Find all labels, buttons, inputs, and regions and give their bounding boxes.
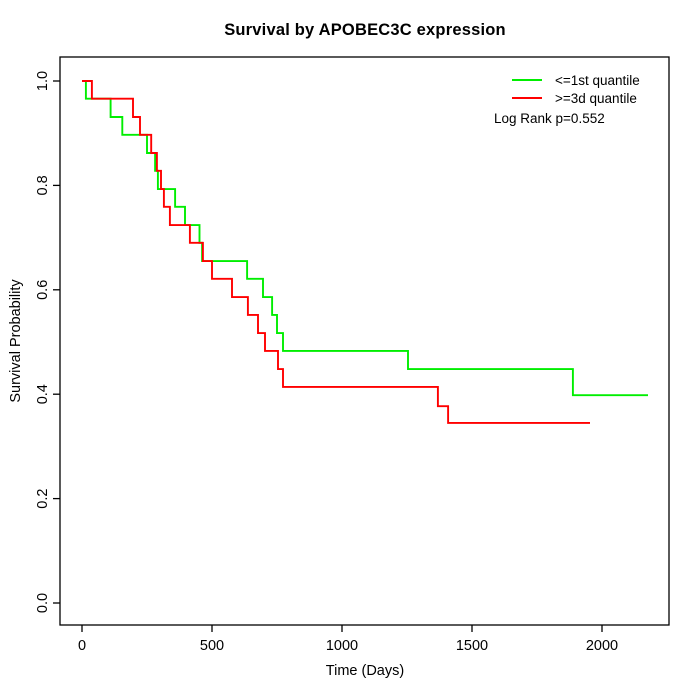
legend-item-third-quantile: >=3d quantile xyxy=(512,89,640,107)
x-tick-label: 0 xyxy=(78,638,86,654)
survival-curve-low-expression xyxy=(82,80,648,397)
x-tick-label: 500 xyxy=(200,638,224,654)
green-line-swatch-icon xyxy=(512,79,542,81)
log-rank-pvalue: Log Rank p=0.552 xyxy=(494,111,605,126)
x-tick-label: 1500 xyxy=(456,638,488,654)
y-axis-label: Survival Probability xyxy=(8,279,24,403)
y-tick-label: 0.4 xyxy=(35,384,51,404)
legend-label: <=1st quantile xyxy=(555,72,640,88)
red-line-swatch-icon xyxy=(512,97,542,99)
y-tick-label: 0.6 xyxy=(35,280,51,300)
y-tick-label: 1.0 xyxy=(35,71,51,91)
chart-title: Survival by APOBEC3C expression xyxy=(224,21,506,39)
legend-label: >=3d quantile xyxy=(555,90,637,106)
y-tick-label: 0.0 xyxy=(35,593,51,613)
x-axis-label: Time (Days) xyxy=(325,663,405,679)
legend-item-first-quantile: <=1st quantile xyxy=(512,71,640,89)
survival-curve-high-expression xyxy=(82,80,590,424)
legend: <=1st quantile >=3d quantile xyxy=(512,71,640,107)
plot-box xyxy=(59,56,670,626)
x-tick-label: 1000 xyxy=(326,638,358,654)
x-tick-label: 2000 xyxy=(586,638,618,654)
y-tick-label: 0.2 xyxy=(35,489,51,509)
y-tick-label: 0.8 xyxy=(35,175,51,195)
